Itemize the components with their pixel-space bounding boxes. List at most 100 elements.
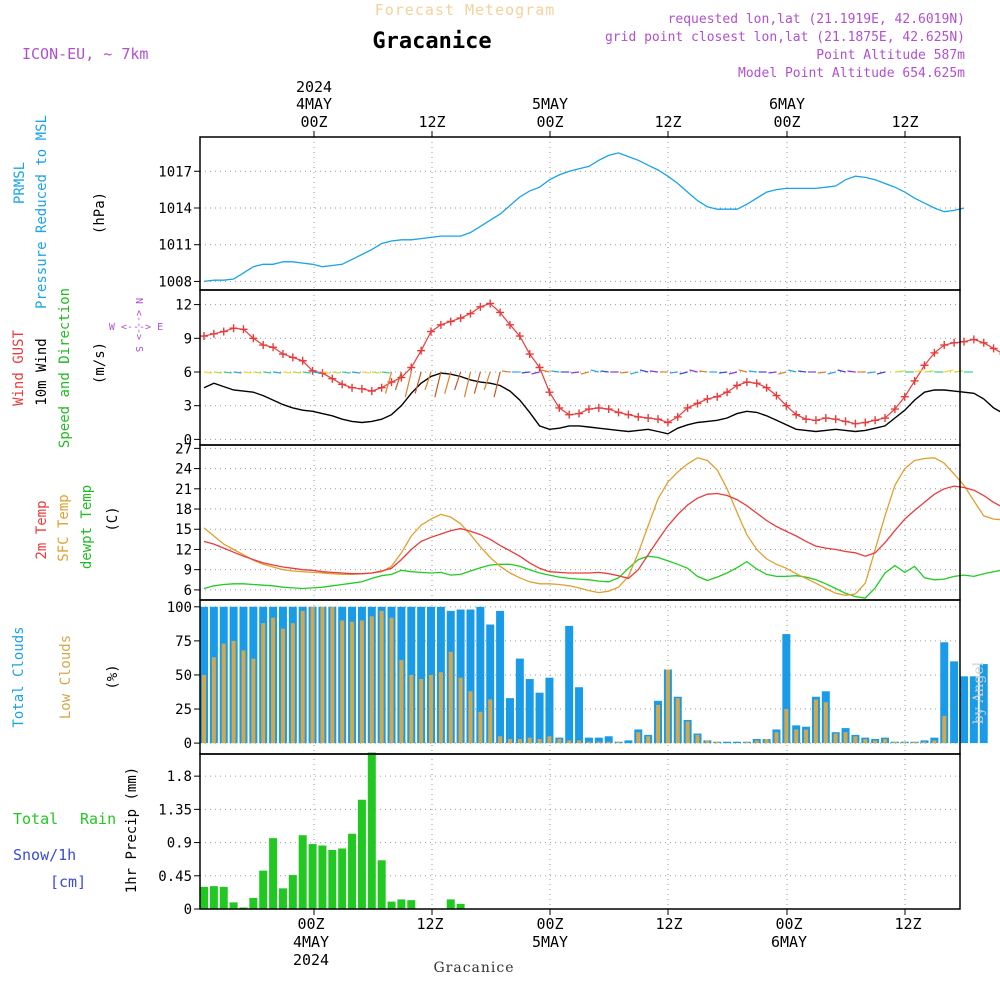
rain-bar <box>209 886 218 909</box>
wind-unit: (m/s) <box>92 342 108 384</box>
rain-bar <box>367 752 376 909</box>
snow-label: Snow/1h <box>13 846 76 864</box>
total-clouds-bar <box>940 642 949 744</box>
wind-direction-arrow <box>342 371 351 374</box>
wind-direction-arrow <box>273 371 282 374</box>
wind-gust-marker <box>259 341 268 350</box>
rain-bar <box>407 900 416 909</box>
y-tick-label: 21 <box>175 482 192 498</box>
bottom-time-12z-1: 12Z <box>416 915 443 933</box>
total-clouds-bar <box>525 679 534 744</box>
wind-direction-arrow <box>292 371 301 374</box>
wind-gust-marker <box>841 417 850 426</box>
y-tick-label: 27 <box>175 441 192 457</box>
y-tick-label: 15 <box>175 522 192 538</box>
wind-direction-arrow <box>924 370 934 373</box>
wind-gust-marker <box>288 353 297 362</box>
clouds-label-total: Total Clouds <box>11 626 27 727</box>
y-tick-label: 0.9 <box>167 836 192 852</box>
wind-direction-arrow <box>788 369 797 373</box>
wind-direction-arrow <box>394 371 402 391</box>
wind-gust-marker <box>535 363 544 372</box>
wind-gust-marker <box>811 416 820 425</box>
wind-gust-marker <box>269 343 278 352</box>
compass-west-east: W <---> E <box>109 322 163 333</box>
wind-gust-marker <box>476 302 485 311</box>
rain-bar <box>278 888 287 909</box>
location-title: Gracanice <box>372 29 491 54</box>
wind-direction-arrow <box>371 371 380 374</box>
wind-gust-marker <box>762 383 771 392</box>
wind-gust-marker <box>732 381 741 390</box>
clouds-unit: (%) <box>105 664 121 689</box>
low-clouds-bar <box>448 651 453 744</box>
wind-gust-marker <box>298 356 307 365</box>
low-clouds-bar <box>369 616 374 744</box>
bottom-time-12z-3: 12Z <box>894 915 921 933</box>
wind-gust-marker <box>792 410 801 419</box>
rain-bar <box>357 799 366 909</box>
wind-direction-arrow <box>203 371 213 374</box>
wind-direction-arrow <box>332 371 341 374</box>
top-time-00z-2: 00Z <box>536 113 563 131</box>
wind-gust-marker <box>328 374 337 383</box>
bottom-time-00z-3: 00Z <box>775 915 802 933</box>
low-clouds-bar <box>715 741 720 744</box>
wind-gust-marker <box>821 414 830 423</box>
pressure-label-prmsl: PRMSL <box>12 162 28 204</box>
low-clouds-bar <box>616 741 621 744</box>
low-clouds-bar <box>853 736 858 744</box>
wind-gust-marker <box>900 392 909 401</box>
wind-gust-marker <box>881 414 890 423</box>
low-clouds-bar <box>744 741 749 744</box>
wind-direction-arrow <box>719 371 728 374</box>
rain-bar <box>288 875 297 909</box>
low-clouds-bar <box>350 621 355 744</box>
low-clouds-bar <box>389 617 394 744</box>
total-clouds-bar <box>604 736 613 744</box>
low-clouds-bar <box>241 650 246 744</box>
rain-bar <box>348 833 357 909</box>
wind-direction-arrow <box>867 371 876 374</box>
low-clouds-bar <box>221 643 226 744</box>
total-clouds-bar <box>476 606 485 744</box>
low-clouds-bar <box>902 741 907 744</box>
wind-gust-marker <box>377 383 386 392</box>
low-clouds-bar <box>813 699 818 744</box>
wind-direction-arrow <box>463 371 472 398</box>
wind-direction-arrow <box>424 371 432 391</box>
wind-gust-marker <box>890 405 899 414</box>
wind-gust-marker <box>505 320 514 329</box>
low-clouds-bar <box>922 741 927 744</box>
wind-direction-arrow <box>223 371 232 374</box>
rain-bar <box>318 845 327 909</box>
temp-2m-line <box>203 485 1000 580</box>
top-time-00z-3: 00Z <box>773 113 800 131</box>
y-tick-label: 0 <box>184 432 192 448</box>
wind-gust-marker <box>545 388 554 397</box>
rain-bar <box>298 835 307 909</box>
low-clouds-bar <box>271 617 276 744</box>
low-clouds-bar <box>438 672 443 744</box>
wind-direction-arrow <box>778 371 787 375</box>
wind-direction-arrow <box>699 370 708 373</box>
wind-gust-marker <box>871 416 880 425</box>
low-clouds-bar <box>290 623 295 744</box>
low-clouds-bar <box>705 740 710 744</box>
y-tick-label: 100 <box>167 600 192 616</box>
low-clouds-bar <box>468 691 473 744</box>
watermark: by Angel <box>971 661 987 724</box>
rain-bar <box>387 901 396 909</box>
wind-gust-marker <box>742 378 751 387</box>
rain-bar <box>249 897 258 909</box>
y-tick-label: 0.45 <box>158 869 192 885</box>
axis-ticks: 1008101110141017036912691215182124270255… <box>158 131 906 918</box>
bottom-time-00z-1: 00Z <box>297 915 324 933</box>
wind-gust-marker <box>308 366 317 375</box>
total-clouds-bar <box>969 676 978 744</box>
low-clouds-bar <box>843 732 848 744</box>
low-clouds-bar <box>231 640 236 744</box>
wind-direction-arrow <box>361 371 370 374</box>
y-tick-label: 18 <box>175 502 192 518</box>
low-clouds-bar <box>379 610 384 744</box>
